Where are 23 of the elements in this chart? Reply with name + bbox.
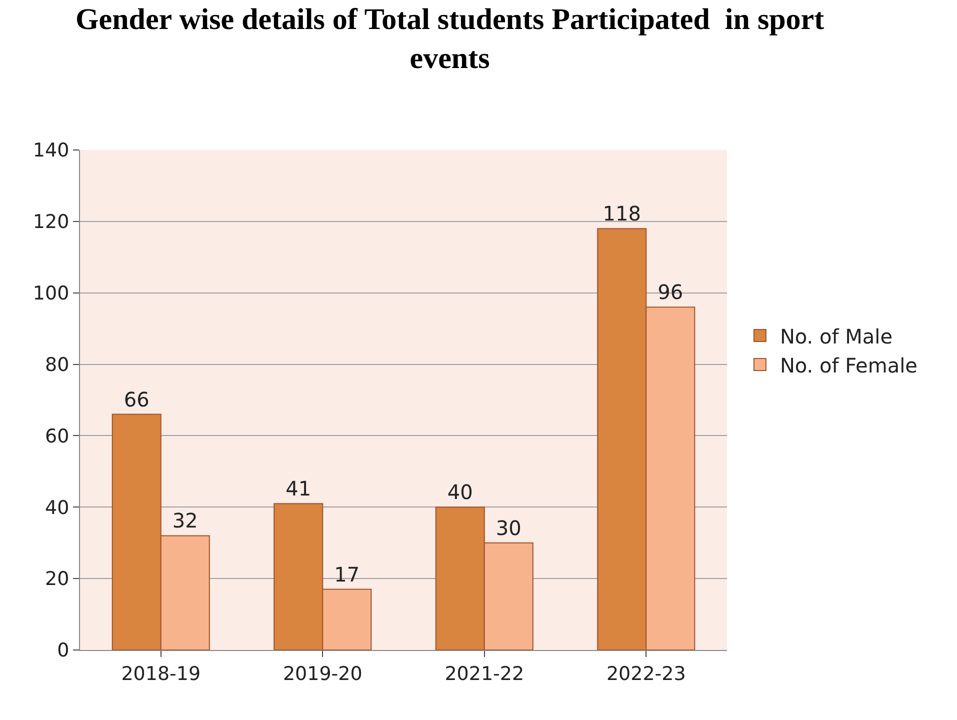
data-label: 30 xyxy=(496,516,522,540)
data-label: 32 xyxy=(172,508,198,533)
data-label: 96 xyxy=(658,280,684,304)
y-tick-label: 120 xyxy=(32,211,70,234)
legend-label: No. of Male xyxy=(780,324,893,348)
y-tick-label: 60 xyxy=(45,425,70,448)
y-tick-label: 20 xyxy=(45,568,70,590)
data-label: 66 xyxy=(124,387,150,412)
legend-label: No. of Female xyxy=(780,353,918,378)
x-tick-label: 2022-23 xyxy=(606,662,686,685)
data-label: 118 xyxy=(602,202,641,226)
x-tick-label: 2018-19 xyxy=(121,662,201,685)
y-tick-label: 80 xyxy=(45,354,70,376)
data-label: 17 xyxy=(334,562,360,586)
x-tick-label: 2021-22 xyxy=(444,662,524,685)
chart-title: Gender wise details of Total students Participated in sport events xyxy=(75,2,824,75)
y-tick-label: 0 xyxy=(57,640,70,662)
y-tick-label: 100 xyxy=(32,282,70,305)
data-label: 40 xyxy=(447,480,473,504)
y-tick-label: 140 xyxy=(32,140,70,162)
y-tick-label: 40 xyxy=(45,496,70,519)
data-label: 41 xyxy=(286,476,312,501)
x-tick-label: 2019-20 xyxy=(282,662,362,685)
